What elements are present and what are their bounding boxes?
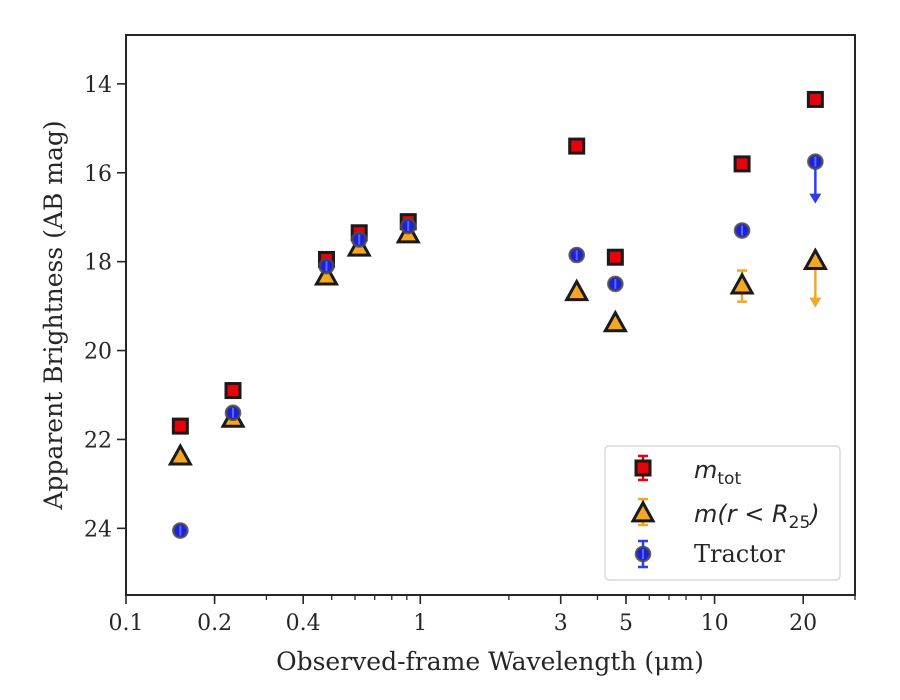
y-axis-label: Apparent Brightness (AB mag) <box>39 120 68 510</box>
y-tick-label: 18 <box>84 251 112 276</box>
triangle-marker <box>802 247 828 271</box>
x-tick-label: 0.4 <box>286 611 321 636</box>
square-marker <box>806 90 824 108</box>
legend: mtot m(r < R25) Tractor <box>604 445 841 581</box>
x-tick-label: 0.1 <box>109 611 144 636</box>
x-tick-label: 1 <box>413 611 427 636</box>
y-tick-label: 16 <box>84 162 112 187</box>
legend-label-m-tot: mtot <box>694 456 741 489</box>
plot-frame <box>125 34 856 596</box>
square-marker <box>224 382 242 400</box>
triangle-marker <box>167 442 193 466</box>
series-m-r25 <box>167 220 828 466</box>
y-tick-label: 14 <box>84 73 112 98</box>
y-tick-label: 24 <box>84 517 112 542</box>
x-tick-label: 5 <box>619 611 633 636</box>
upper-limit-arrow-head <box>809 297 822 308</box>
triangle-marker <box>313 262 340 286</box>
x-tick-label: 10 <box>701 611 729 636</box>
x-axis-label: Observed-frame Wavelength (μm) <box>276 647 704 676</box>
legend-box <box>604 445 841 581</box>
legend-label-m-r25: m(r < R25) <box>694 500 820 533</box>
series-m-tot <box>171 90 824 435</box>
x-tick-label: 0.2 <box>197 611 232 636</box>
square-marker <box>733 155 751 173</box>
y-tick-label: 20 <box>84 340 112 365</box>
square-marker <box>606 248 624 266</box>
square-marker <box>568 137 586 155</box>
x-axis: 0.1 0.2 0.4 1 3 5 10 20 <box>109 595 856 636</box>
x-tick-label: 3 <box>554 611 568 636</box>
upper-limit-arrow-head <box>809 193 822 204</box>
triangle-marker <box>729 271 755 295</box>
legend-label-tractor: Tractor <box>694 540 785 568</box>
square-marker <box>634 459 652 477</box>
series-tractor <box>172 153 824 539</box>
y-tick-label: 22 <box>84 428 112 453</box>
triangle-marker <box>564 278 590 302</box>
x-tick-label: 20 <box>789 611 817 636</box>
y-axis: 14 16 18 20 22 24 <box>84 73 126 542</box>
triangle-marker <box>602 309 628 333</box>
data-points <box>167 90 828 539</box>
square-marker <box>171 417 189 435</box>
triangle-marker <box>630 499 656 523</box>
